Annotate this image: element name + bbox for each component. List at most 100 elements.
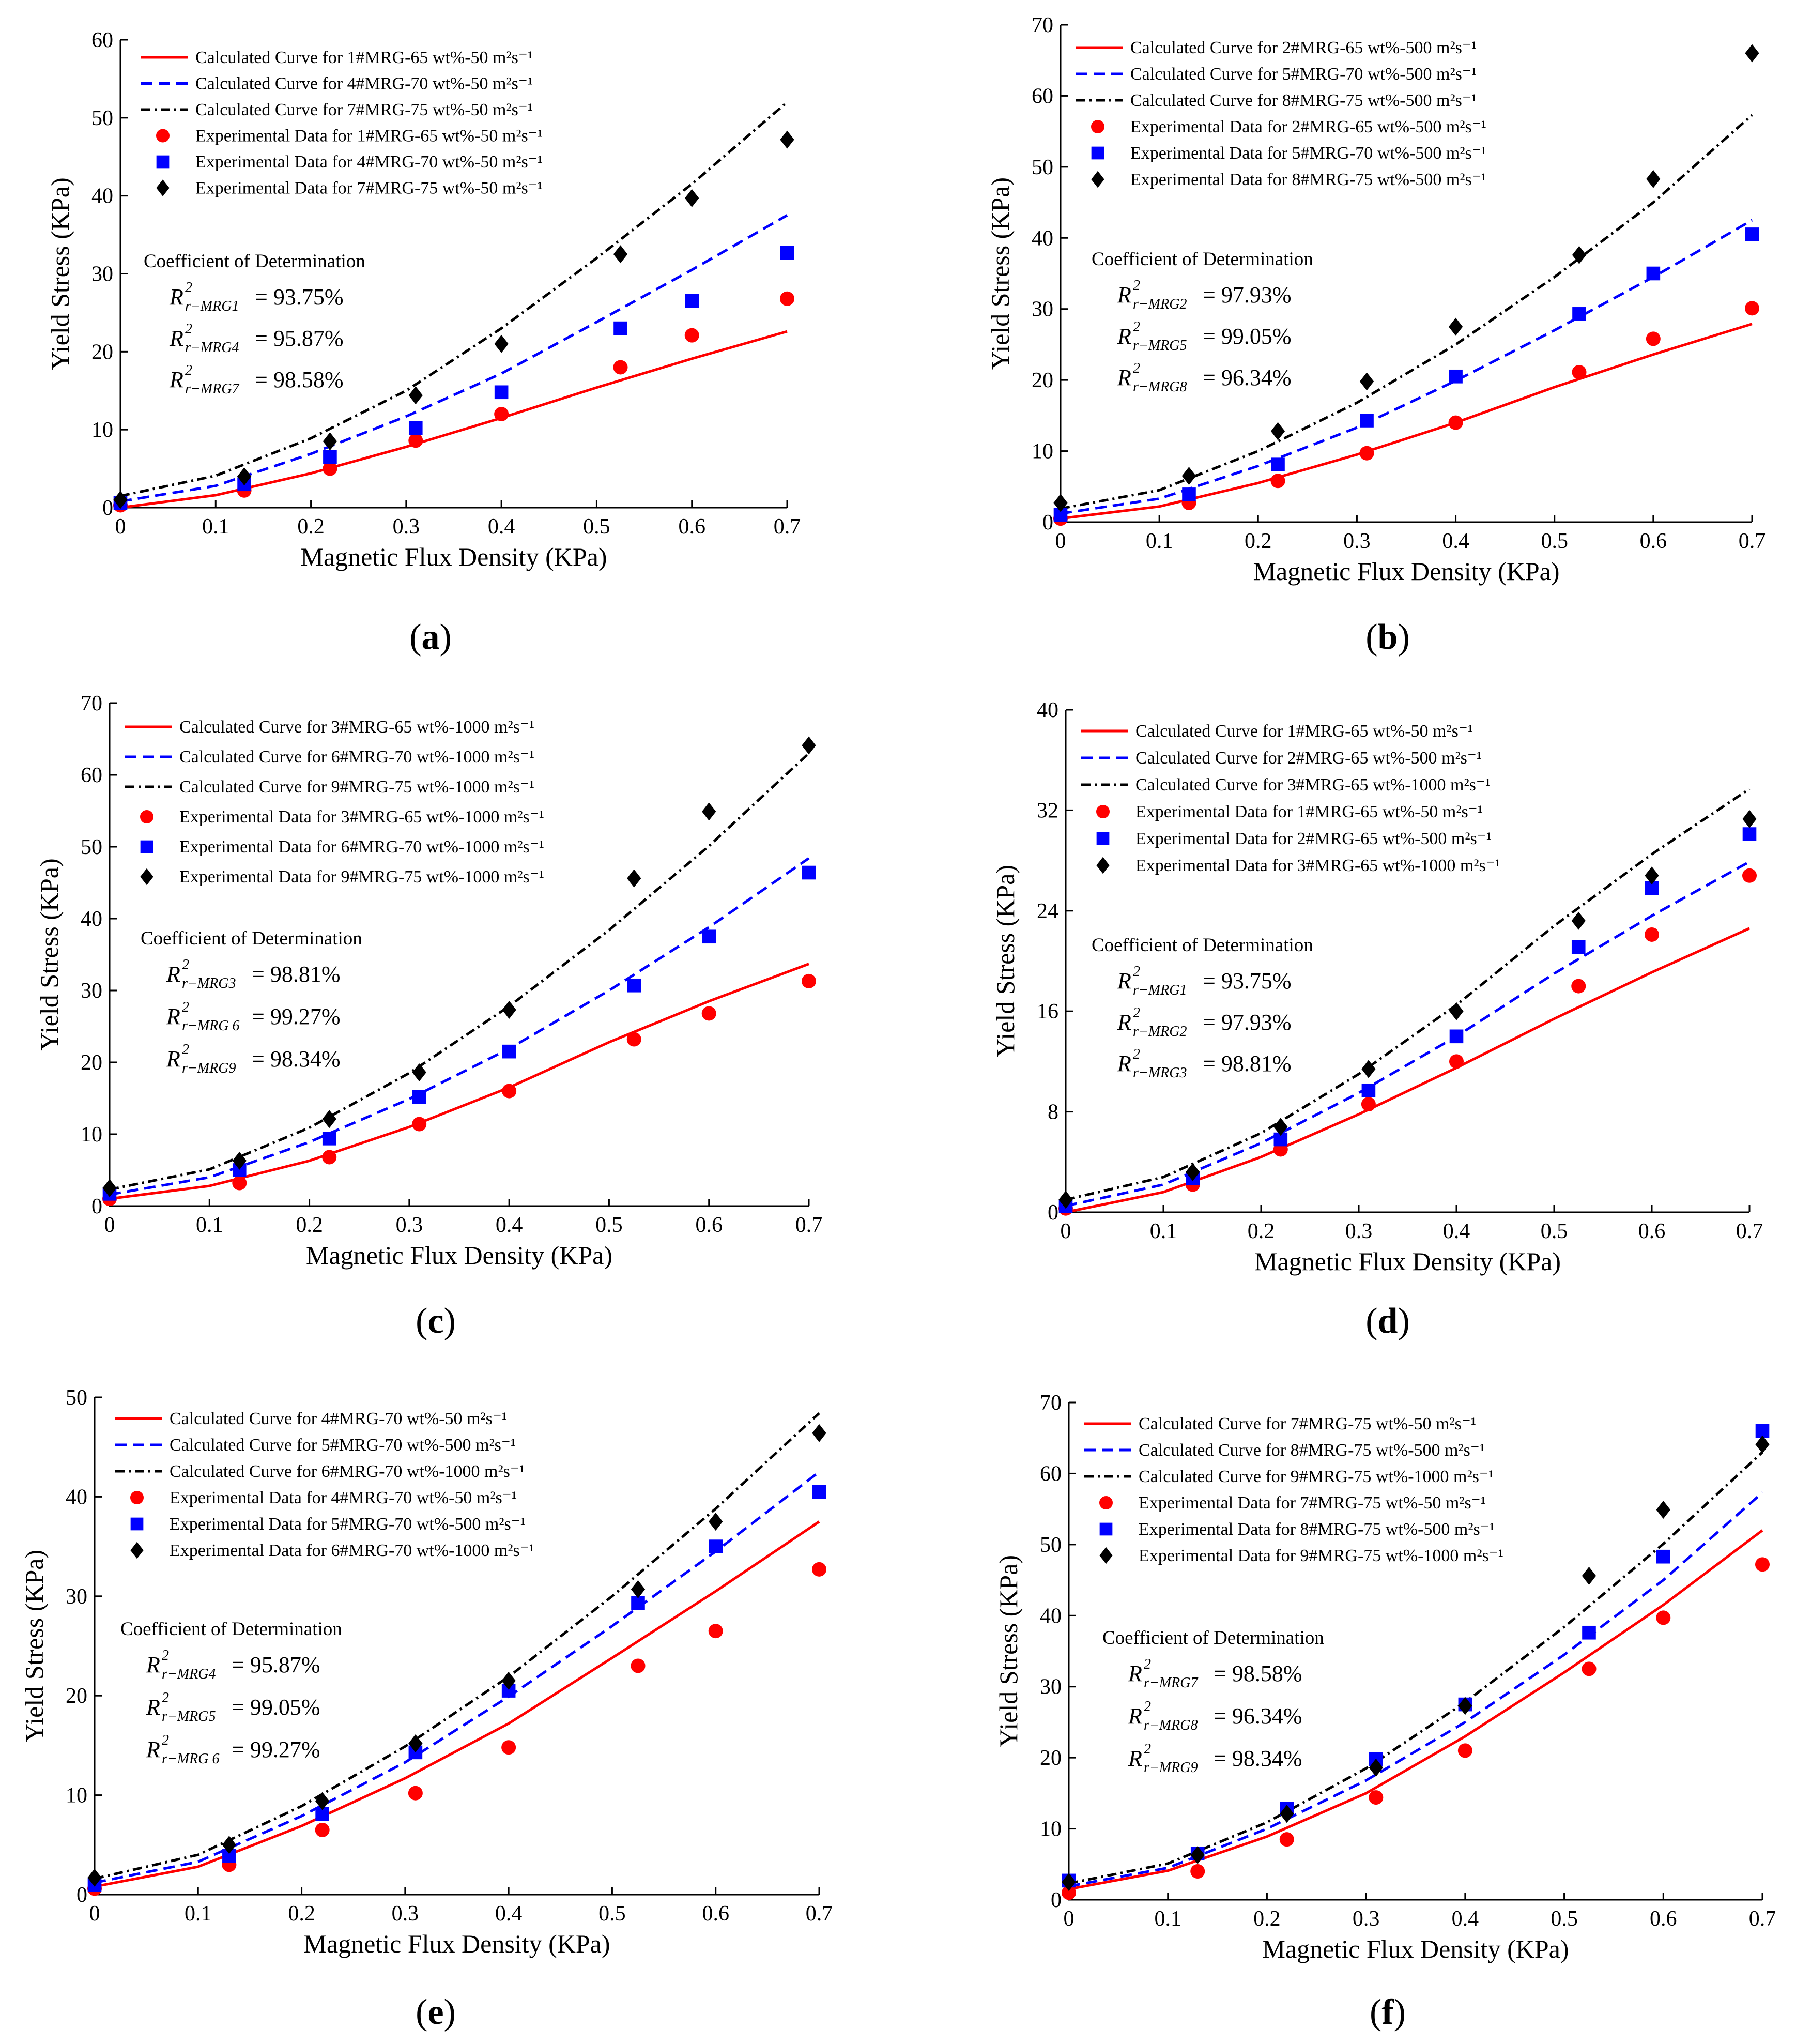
data-point-diamond: [408, 386, 423, 405]
y-tick-label: 70: [81, 692, 102, 715]
y-tick-label: 20: [66, 1684, 87, 1708]
legend-label: Experimental Data for 3#MRG-65 wt%-1000 …: [179, 807, 544, 827]
data-point-circle: [494, 407, 509, 421]
x-tick-label: 0.2: [296, 1213, 323, 1237]
data-point-circle: [812, 1562, 826, 1577]
data-point-circle: [1571, 979, 1586, 994]
y-tick-label: 0: [1048, 1201, 1058, 1225]
data-point-diamond: [102, 1179, 117, 1197]
r-squared-value: = 98.34%: [252, 1046, 340, 1072]
legend-marker-swatch: [1096, 805, 1110, 818]
data-point-circle: [701, 1006, 716, 1021]
data-point-diamond: [780, 130, 794, 149]
y-axis-title: Yield Stress (KPa): [986, 177, 1015, 370]
data-point-diamond: [1448, 317, 1463, 336]
r-squared-superscript: 2: [182, 1042, 189, 1058]
r-squared-value: = 98.81%: [1203, 1051, 1291, 1076]
legend-label: Calculated Curve for 8#MRG-75 wt%-500 m²…: [1139, 1441, 1485, 1460]
legend: Calculated Curve for 2#MRG-65 wt%-500 m²…: [1076, 38, 1486, 189]
y-tick-label: 10: [66, 1784, 87, 1808]
legend-marker-swatch: [1099, 1547, 1113, 1564]
coefficient-title: Coefficient of Determination: [1092, 935, 1313, 956]
y-axis-title: Yield Stress (KPa): [991, 865, 1020, 1057]
x-tick-label: 0.4: [495, 1902, 523, 1926]
data-point-square: [613, 321, 627, 335]
y-tick-label: 50: [91, 106, 113, 130]
data-point-square: [685, 294, 699, 308]
y-tick-label: 40: [1040, 1604, 1062, 1628]
r-squared-subscript: r−MRG 6: [162, 1751, 219, 1767]
y-tick-label: 32: [1037, 799, 1058, 822]
data-point-circle: [1369, 1790, 1384, 1805]
data-point-circle: [684, 328, 699, 343]
x-tick-label: 0.2: [1253, 1907, 1281, 1931]
x-tick-label: 0.4: [1442, 529, 1469, 553]
x-axis-title: Magnetic Flux Density (KPa): [1253, 557, 1560, 586]
y-tick-label: 60: [1032, 84, 1053, 108]
data-point-square: [323, 450, 337, 464]
data-point-diamond: [631, 1580, 646, 1598]
x-tick-label: 0.2: [288, 1902, 315, 1926]
legend-marker-swatch: [140, 840, 153, 853]
y-tick-label: 8: [1048, 1101, 1058, 1124]
data-point-circle: [631, 1658, 646, 1673]
y-tick-label: 16: [1037, 1000, 1058, 1024]
y-tick-label: 50: [66, 1386, 87, 1410]
legend-label: Experimental Data for 9#MRG-75 wt%-1000 …: [1139, 1546, 1503, 1565]
legend: Calculated Curve for 1#MRG-65 wt%-50 m²s…: [141, 48, 543, 198]
data-point-diamond: [1646, 170, 1661, 188]
y-axis-title: Yield Stress (KPa): [994, 1555, 1023, 1747]
data-point-diamond: [1270, 422, 1285, 440]
data-point-diamond: [323, 432, 337, 451]
data-point-circle: [502, 1084, 517, 1099]
series-line-1: [1065, 927, 1751, 1214]
panel-label: (f): [1370, 1992, 1406, 2032]
y-tick-label: 30: [81, 979, 102, 1003]
chart-panel-c: 0 0.1 0.2 0.3 0.4 0.5 0.6 0.7 0 10 20 30 40 50 60 70 Mag…: [35, 692, 822, 1341]
data-point-circle: [613, 360, 628, 375]
x-tick-label: 0.7: [774, 515, 801, 539]
data-point-square: [1572, 307, 1586, 321]
data-point-diamond: [501, 1671, 516, 1690]
legend-marker-swatch: [1099, 1496, 1113, 1509]
r-squared-symbol: R: [169, 284, 183, 310]
legend-marker-swatch: [1096, 857, 1110, 874]
y-tick-label: 40: [91, 185, 113, 208]
legend-marker-swatch: [1091, 171, 1104, 188]
r-squared-superscript: 2: [185, 362, 192, 378]
x-tick-label: 0: [104, 1213, 115, 1237]
r-squared-subscript: r−MRG9: [182, 1060, 236, 1076]
x-tick-label: 0.1: [1150, 1219, 1177, 1243]
y-tick-label: 0: [1051, 1888, 1062, 1912]
data-point-square: [1582, 1625, 1596, 1640]
data-point-circle: [323, 461, 337, 476]
legend: Calculated Curve for 1#MRG-65 wt%-50 m²s…: [1081, 722, 1500, 875]
data-point-diamond: [627, 869, 641, 888]
legend-label: Calculated Curve for 4#MRG-70 wt%-50 m²s…: [170, 1409, 507, 1428]
chart-panel-f: 0 0.1 0.2 0.3 0.4 0.5 0.6 0.7 0 10 20 30 40 50 60 70 Mag…: [994, 1391, 1776, 2032]
data-point-diamond: [1656, 1501, 1670, 1519]
data-point-square: [1361, 1083, 1376, 1097]
data-point-diamond: [1280, 1805, 1294, 1823]
r-squared-symbol: R: [1117, 968, 1131, 994]
x-tick-label: 0.7: [806, 1902, 833, 1926]
legend-label: Calculated Curve for 8#MRG-75 wt%-500 m²…: [1130, 91, 1477, 110]
r-squared-superscript: 2: [182, 999, 189, 1015]
data-point-circle: [802, 973, 816, 988]
data-point-diamond: [1053, 494, 1068, 512]
legend: Calculated Curve for 3#MRG-65 wt%-1000 m…: [125, 718, 544, 887]
series-line-3: [1068, 1451, 1763, 1885]
r-squared-subscript: r−MRG7: [1144, 1675, 1198, 1691]
r-squared-subscript: r−MRG8: [1144, 1717, 1198, 1733]
y-tick-label: 60: [91, 28, 113, 52]
legend-marker-swatch: [1099, 1522, 1113, 1536]
r-squared-value: = 99.05%: [232, 1695, 320, 1720]
legend-label: Experimental Data for 6#MRG-70 wt%-1000 …: [170, 1541, 534, 1560]
r-squared-symbol: R: [166, 1004, 180, 1029]
x-tick-label: 0.1: [202, 515, 229, 539]
data-point-circle: [408, 1786, 423, 1801]
legend: Calculated Curve for 4#MRG-70 wt%-50 m²s…: [115, 1409, 534, 1560]
data-point-square: [1571, 940, 1586, 954]
r-squared-value: = 98.81%: [252, 962, 340, 987]
